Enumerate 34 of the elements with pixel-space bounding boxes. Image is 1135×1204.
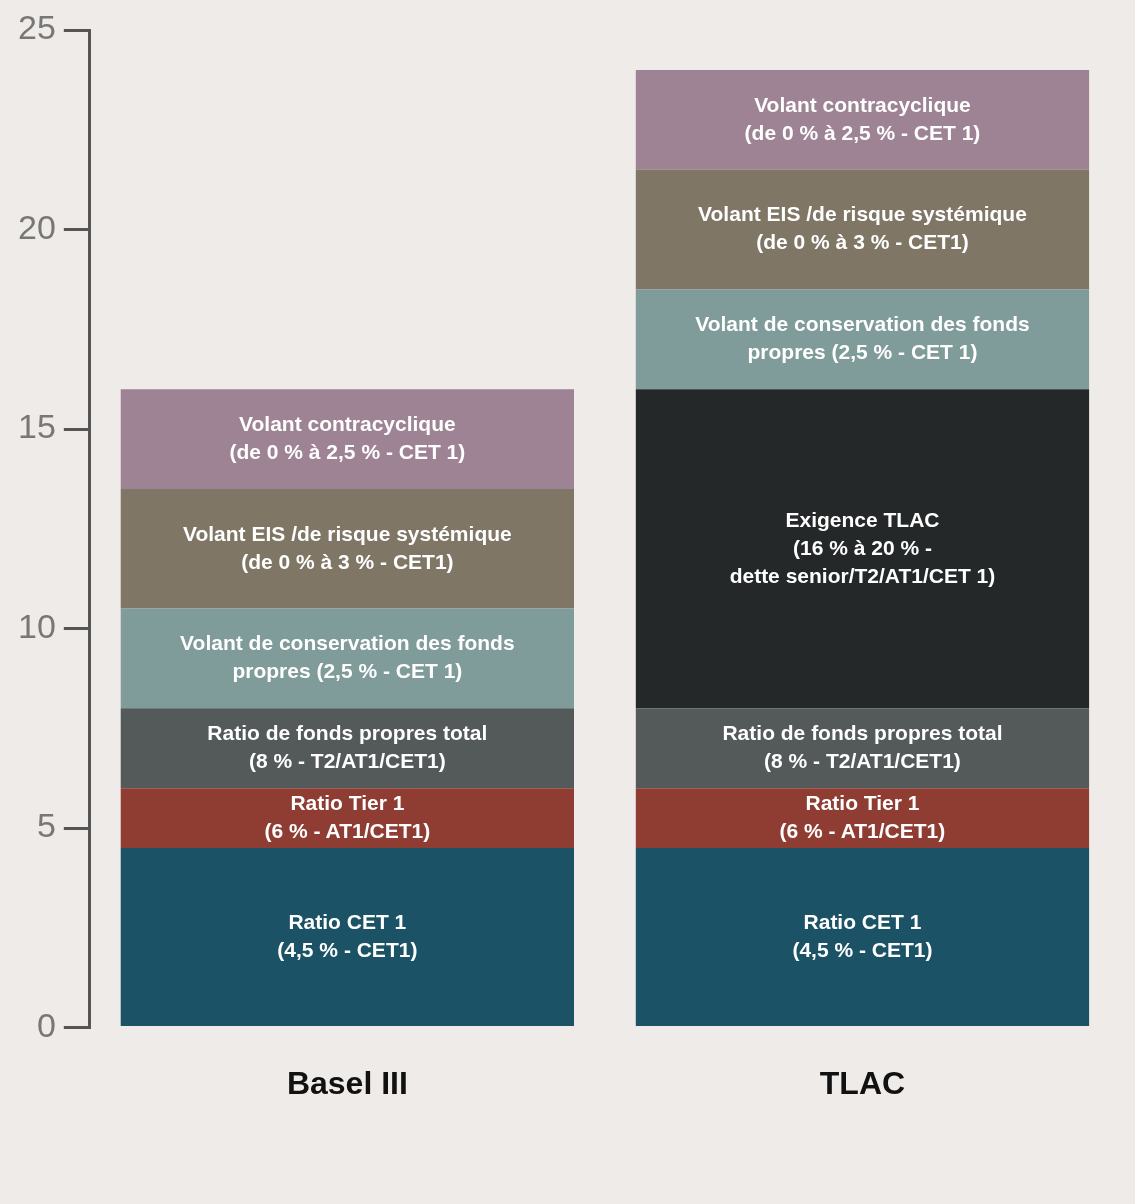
y-tick-label: 15 — [17, 407, 56, 446]
bar — [635, 289, 1090, 390]
y-tick-label: 25 — [17, 8, 56, 47]
bar — [635, 708, 1090, 789]
bar — [635, 848, 1090, 1027]
y-tick-label: 10 — [17, 606, 56, 645]
text: Ratio Tier 1 (6 % - AT1/CET1) — [779, 790, 946, 842]
series-label: Ratio CET 1 (4,5 % - CET1) — [277, 909, 418, 961]
bar — [635, 69, 1090, 170]
text: Ratio CET 1 (4,5 % - CET1) — [792, 909, 933, 961]
bar — [120, 708, 574, 789]
bar — [635, 788, 1090, 849]
bar — [120, 389, 574, 489]
bar — [120, 788, 574, 849]
series-label: Ratio Tier 1 (6 % - AT1/CET1) — [264, 790, 431, 842]
series-label: Volant contracyclique (de 0 % à 2,5 % - CET 1) — [229, 411, 466, 463]
text: Volant contracyclique (de 0 % à 2,5 % - CET 1) — [744, 92, 981, 144]
y-tick-label: 5 — [36, 806, 56, 845]
bar — [635, 169, 1090, 290]
text: Volant de conservation des fonds propres (2,5 % - CET 1) — [695, 312, 1030, 364]
y-tick-label: 20 — [17, 207, 56, 246]
bar — [120, 488, 574, 609]
y-tick-label: 0 — [36, 1005, 56, 1044]
bar — [120, 848, 574, 1027]
x-tick-label: TLAC — [819, 1064, 906, 1101]
text: Ratio de fonds propres total (8 % - T2/AT1/CET1) — [722, 721, 1003, 773]
series-label: Exigence TLAC (16 % à 20 % - dette senior/T2/AT1/CET 1) — [729, 507, 996, 587]
series-label: Volant EIS /de risque systémique (de 0 % à 3 % - CET1) — [183, 521, 512, 573]
text: Volant EIS /de risque systémique (de 0 % à 3 % - CET1) — [698, 202, 1027, 254]
bar — [120, 608, 574, 709]
series-label: Volant de conservation des fonds propres (2,5 % - CET 1) — [180, 631, 515, 683]
series-label: Ratio de fonds propres total (8 % - T2/AT1/CET1) — [207, 721, 488, 773]
x-tick-label: Basel III — [286, 1064, 408, 1101]
bar — [635, 389, 1090, 709]
